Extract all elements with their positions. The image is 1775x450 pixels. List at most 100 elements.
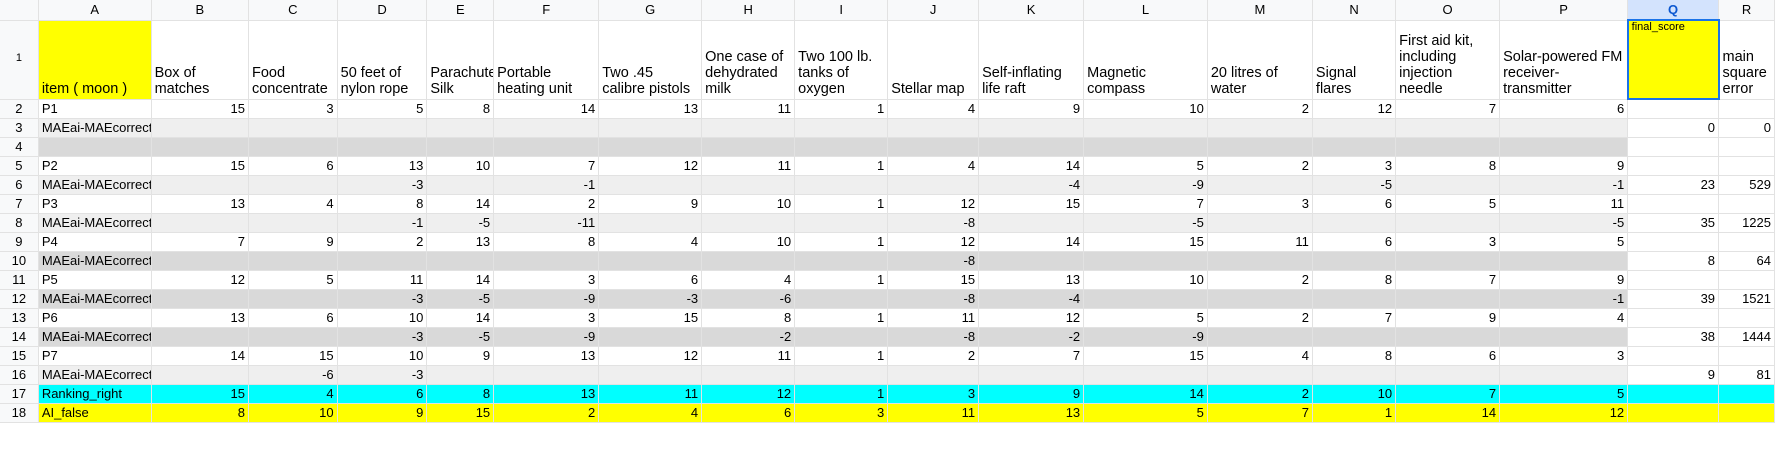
header-cell[interactable]: Box of matches — [151, 20, 249, 100]
cell-n14[interactable] — [1312, 327, 1397, 347]
row-number[interactable]: 17 — [0, 384, 39, 404]
cell-a13[interactable]: P6 — [38, 308, 152, 328]
row-number[interactable]: 1 — [0, 20, 39, 100]
cell-h6[interactable] — [701, 175, 796, 195]
cell-r14[interactable]: 1444 — [1718, 327, 1775, 347]
cell-r13[interactable] — [1718, 308, 1775, 328]
column-header-i[interactable]: I — [794, 0, 889, 21]
column-header-p[interactable]: P — [1499, 0, 1629, 21]
cell-o4[interactable] — [1395, 137, 1501, 157]
row-number[interactable]: 15 — [0, 346, 39, 366]
cell-k3[interactable] — [978, 118, 1085, 138]
cell-l8[interactable]: -5 — [1083, 213, 1208, 233]
cell-j4[interactable] — [887, 137, 980, 157]
cell-f10[interactable] — [493, 251, 600, 271]
cell-g17[interactable]: 11 — [598, 384, 703, 404]
cell-p15[interactable]: 3 — [1499, 346, 1629, 366]
cell-c4[interactable] — [248, 137, 338, 157]
cell-h17[interactable]: 12 — [701, 384, 796, 404]
cell-c2[interactable]: 3 — [248, 99, 338, 119]
cell-a7[interactable]: P3 — [38, 194, 152, 214]
cell-h18[interactable]: 6 — [701, 403, 796, 423]
cell-r11[interactable] — [1718, 270, 1775, 290]
header-cell[interactable]: Two .45 calibre pistols — [598, 20, 703, 100]
cell-i10[interactable] — [794, 251, 889, 271]
cell-q9[interactable] — [1627, 232, 1720, 252]
cell-q11[interactable] — [1627, 270, 1720, 290]
row-number[interactable]: 7 — [0, 194, 39, 214]
cell-k2[interactable]: 9 — [978, 99, 1085, 119]
cell-q4[interactable] — [1627, 137, 1720, 157]
cell-o17[interactable]: 7 — [1395, 384, 1501, 404]
cell-f18[interactable]: 2 — [493, 403, 600, 423]
cell-b10[interactable] — [151, 251, 249, 271]
cell-r4[interactable] — [1718, 137, 1775, 157]
cell-i5[interactable]: 1 — [794, 156, 889, 176]
cell-q10[interactable]: 8 — [1627, 251, 1720, 271]
row-number[interactable]: 3 — [0, 118, 39, 138]
cell-g4[interactable] — [598, 137, 703, 157]
cell-f4[interactable] — [493, 137, 600, 157]
cell-j12[interactable]: -8 — [887, 289, 980, 309]
cell-q7[interactable] — [1627, 194, 1720, 214]
cell-b4[interactable] — [151, 137, 249, 157]
cell-i12[interactable] — [794, 289, 889, 309]
row-number[interactable]: 11 — [0, 270, 39, 290]
cell-a8[interactable]: MAEai-MAEcorrect — [38, 213, 152, 233]
cell-d14[interactable]: -3 — [337, 327, 428, 347]
header-cell[interactable]: 20 litres of water — [1207, 20, 1313, 100]
cell-e3[interactable] — [426, 118, 495, 138]
cell-i14[interactable] — [794, 327, 889, 347]
header-cell[interactable]: Self-inflating life raft — [978, 20, 1085, 100]
cell-a3[interactable]: MAEai-MAEcorrect — [38, 118, 152, 138]
cell-b16[interactable] — [151, 365, 249, 385]
cell-f12[interactable]: -9 — [493, 289, 600, 309]
cell-j5[interactable]: 4 — [887, 156, 980, 176]
cell-a5[interactable]: P2 — [38, 156, 152, 176]
cell-c9[interactable]: 9 — [248, 232, 338, 252]
cell-p17[interactable]: 5 — [1499, 384, 1629, 404]
cell-p8[interactable]: -5 — [1499, 213, 1629, 233]
cell-r15[interactable] — [1718, 346, 1775, 366]
cell-q15[interactable] — [1627, 346, 1720, 366]
cell-i11[interactable]: 1 — [794, 270, 889, 290]
column-header-j[interactable]: J — [887, 0, 980, 21]
cell-c13[interactable]: 6 — [248, 308, 338, 328]
cell-o9[interactable]: 3 — [1395, 232, 1501, 252]
cell-j8[interactable]: -8 — [887, 213, 980, 233]
column-header-d[interactable]: D — [337, 0, 428, 21]
column-header-g[interactable]: G — [598, 0, 703, 21]
cell-a11[interactable]: P5 — [38, 270, 152, 290]
cell-n3[interactable] — [1312, 118, 1397, 138]
cell-q17[interactable] — [1627, 384, 1720, 404]
cell-e6[interactable] — [426, 175, 495, 195]
cell-g2[interactable]: 13 — [598, 99, 703, 119]
row-number[interactable]: 6 — [0, 175, 39, 195]
cell-n5[interactable]: 3 — [1312, 156, 1397, 176]
cell-o2[interactable]: 7 — [1395, 99, 1501, 119]
cell-m10[interactable] — [1207, 251, 1313, 271]
row-number[interactable]: 8 — [0, 213, 39, 233]
cell-r2[interactable] — [1718, 99, 1775, 119]
cell-b2[interactable]: 15 — [151, 99, 249, 119]
cell-r3[interactable]: 0 — [1718, 118, 1775, 138]
cell-p6[interactable]: -1 — [1499, 175, 1629, 195]
cell-d13[interactable]: 10 — [337, 308, 428, 328]
header-cell[interactable]: final_score — [1626, 19, 1720, 100]
cell-j3[interactable] — [887, 118, 980, 138]
cell-l10[interactable] — [1083, 251, 1208, 271]
header-cell[interactable]: main square error — [1718, 20, 1775, 100]
cell-l7[interactable]: 7 — [1083, 194, 1208, 214]
cell-k16[interactable] — [978, 365, 1085, 385]
cell-n2[interactable]: 12 — [1312, 99, 1397, 119]
cell-b8[interactable] — [151, 213, 249, 233]
header-cell[interactable]: Portable heating unit — [493, 20, 600, 100]
cell-m9[interactable]: 11 — [1207, 232, 1313, 252]
cell-k5[interactable]: 14 — [978, 156, 1085, 176]
cell-k8[interactable] — [978, 213, 1085, 233]
cell-o5[interactable]: 8 — [1395, 156, 1501, 176]
cell-j7[interactable]: 12 — [887, 194, 980, 214]
cell-k4[interactable] — [978, 137, 1085, 157]
cell-f6[interactable]: -1 — [493, 175, 600, 195]
cell-d9[interactable]: 2 — [337, 232, 428, 252]
